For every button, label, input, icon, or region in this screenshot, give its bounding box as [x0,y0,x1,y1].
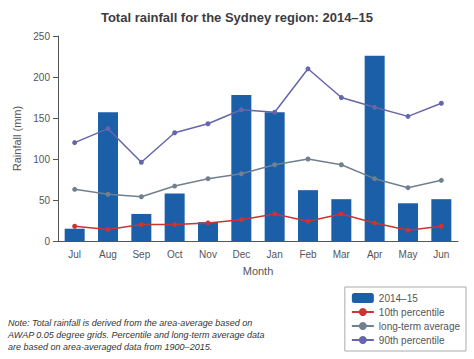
svg-text:Mar: Mar [333,249,351,260]
svg-text:250: 250 [33,31,50,42]
svg-text:Note: Total rainfall is derive: Note: Total rainfall is derived from the… [8,318,252,328]
svg-text:200: 200 [33,72,50,83]
svg-text:Dec: Dec [232,249,250,260]
svg-text:Nov: Nov [199,249,217,260]
svg-text:Apr: Apr [367,249,383,260]
svg-text:90th percentile: 90th percentile [379,335,445,346]
svg-text:Jan: Jan [267,249,283,260]
svg-text:are based on area-averaged dat: are based on area-averaged data from 190… [8,342,212,352]
svg-text:May: May [399,249,418,260]
svg-text:Jun: Jun [433,249,449,260]
svg-text:Sep: Sep [132,249,150,260]
svg-text:50: 50 [39,195,51,206]
svg-text:2014–15: 2014–15 [379,293,418,304]
svg-text:150: 150 [33,113,50,124]
svg-text:0: 0 [44,236,50,247]
svg-text:10th percentile: 10th percentile [379,307,445,318]
svg-text:Feb: Feb [299,249,317,260]
svg-text:Oct: Oct [167,249,183,260]
svg-text:Total rainfall for the Sydney: Total rainfall for the Sydney region: 20… [101,10,373,25]
svg-text:Rainfall (mm): Rainfall (mm) [11,106,23,171]
svg-text:Month: Month [243,265,274,277]
svg-text:Aug: Aug [99,249,117,260]
svg-text:AWAP 0.05 degree grids. Percen: AWAP 0.05 degree grids. Percentile and l… [7,330,265,340]
svg-text:long-term average: long-term average [379,321,461,332]
svg-text:Jul: Jul [68,249,81,260]
svg-text:100: 100 [33,154,50,165]
